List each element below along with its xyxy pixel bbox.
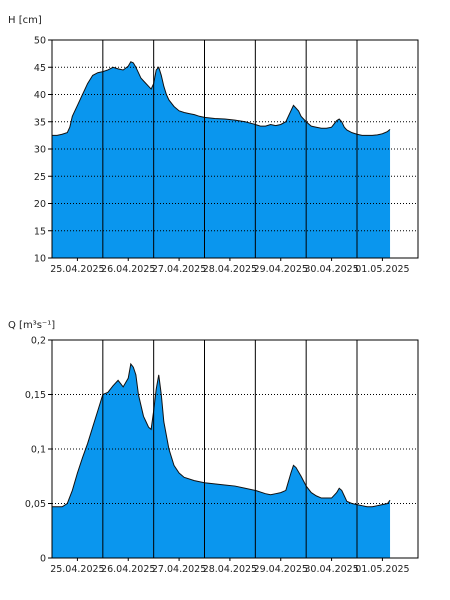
- y-tick-label: 45: [34, 63, 46, 74]
- y-axis-label: H [cm]: [8, 15, 42, 26]
- y-axis-label: Q [m³s⁻¹]: [8, 320, 55, 331]
- y-tick-label: 0: [40, 554, 46, 565]
- y-tick-label: 0,1: [31, 445, 46, 456]
- x-tick-label: 27.04.2025: [152, 264, 206, 275]
- x-tick-label: 25.04.2025: [50, 564, 104, 575]
- x-tick-label: 30.04.2025: [304, 564, 358, 575]
- x-tick-label: 01.05.2025: [355, 564, 409, 575]
- y-tick-label: 35: [34, 117, 46, 128]
- series-area: [52, 61, 391, 258]
- series-line: [52, 61, 391, 136]
- x-tick-label: 29.04.2025: [254, 564, 308, 575]
- x-tick-label: 29.04.2025: [254, 264, 308, 275]
- y-tick-label: 10: [34, 254, 46, 265]
- x-tick-label: 27.04.2025: [152, 564, 206, 575]
- x-tick-label: 01.05.2025: [355, 264, 409, 275]
- x-tick-label: 30.04.2025: [304, 264, 358, 275]
- x-tick-label: 28.04.2025: [203, 264, 257, 275]
- x-tick-label: 25.04.2025: [50, 264, 104, 275]
- y-tick-label: 40: [34, 90, 46, 101]
- y-tick-label: 50: [34, 36, 46, 47]
- y-tick-label: 25: [34, 172, 46, 183]
- y-tick-label: 0,15: [25, 390, 46, 401]
- y-tick-label: 0,2: [31, 336, 46, 347]
- y-tick-label: 20: [34, 199, 46, 210]
- x-tick-label: 26.04.2025: [101, 264, 155, 275]
- x-tick-label: 28.04.2025: [203, 564, 257, 575]
- chart-1: 10 15 20 25 30 35 40 45 50 H [cm] 25.04.202526.04.…: [8, 15, 419, 275]
- x-tick-label: 26.04.2025: [101, 564, 155, 575]
- y-tick-label: 0,05: [25, 499, 46, 510]
- y-tick-label: 15: [34, 226, 46, 237]
- chart-2: 0 0,05 0,1 0,15 0,2 Q [m³s⁻¹] 25.04.202526.04.…: [8, 320, 419, 575]
- series-area: [52, 363, 391, 558]
- y-tick-label: 30: [34, 145, 46, 156]
